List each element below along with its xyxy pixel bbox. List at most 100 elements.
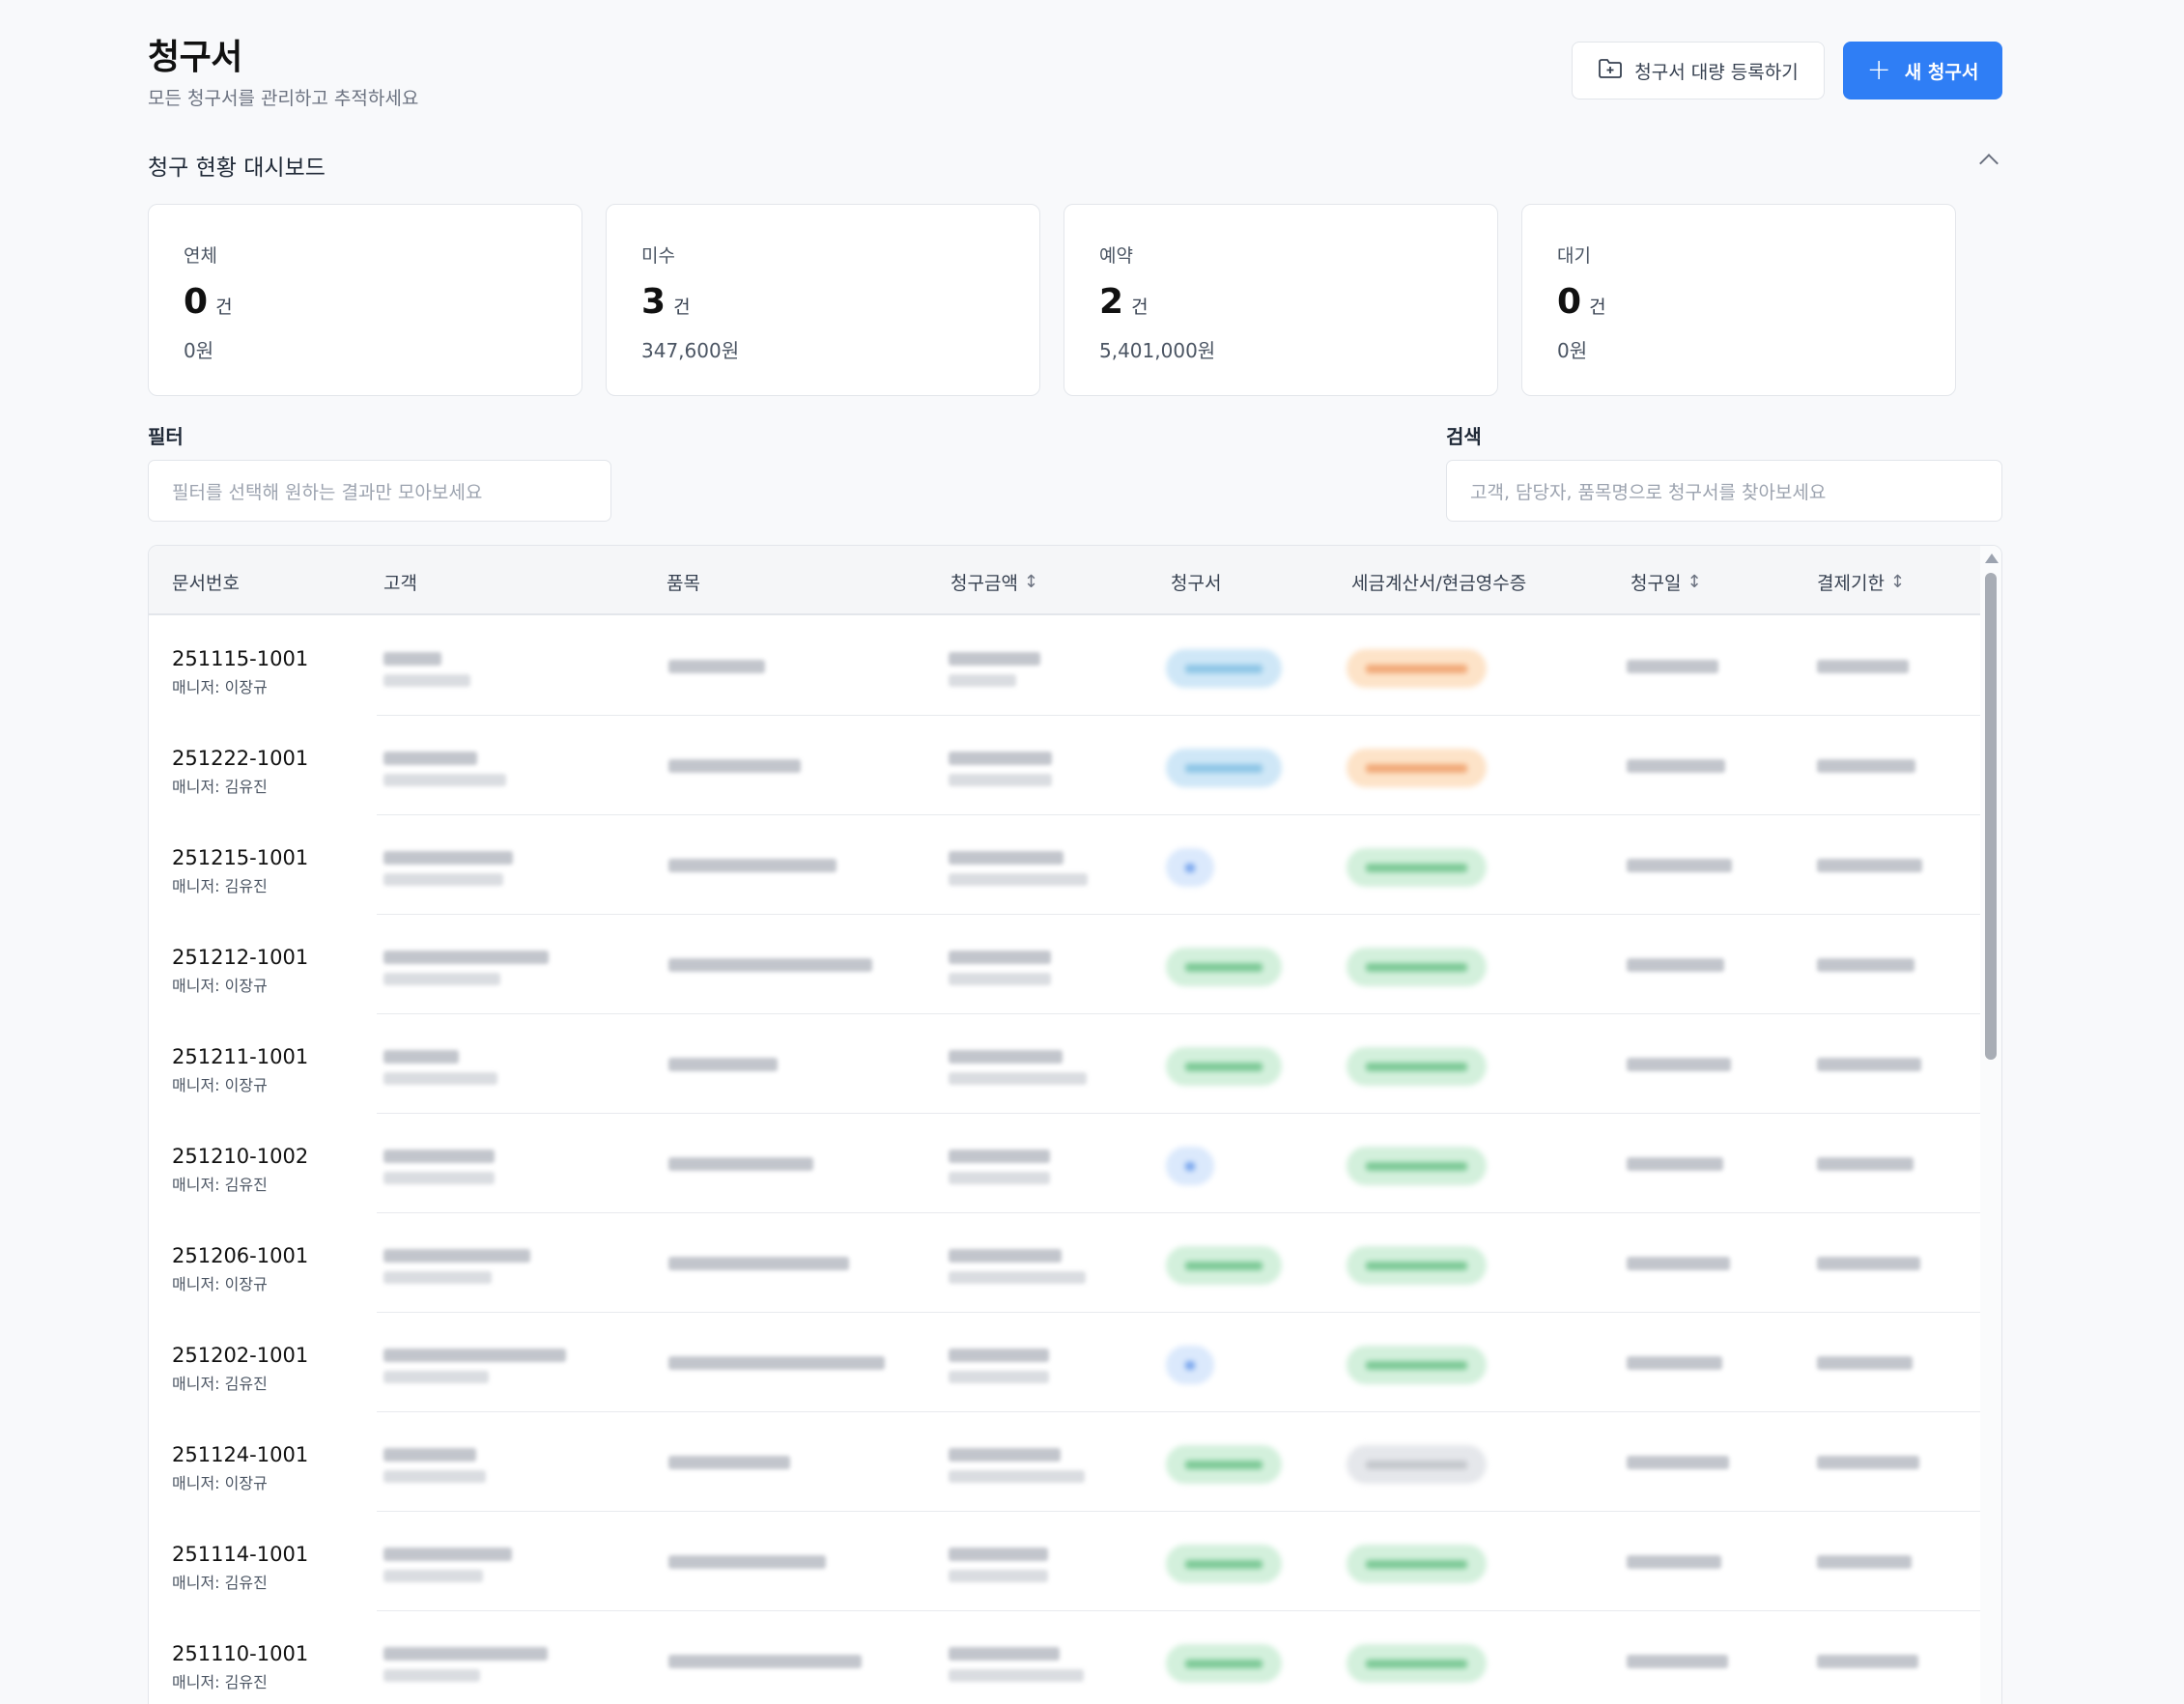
item-name bbox=[668, 1058, 778, 1071]
tax-status-badge[interactable] bbox=[1347, 749, 1487, 787]
row-divider bbox=[377, 714, 1980, 716]
invoice-status-badge[interactable] bbox=[1166, 1147, 1214, 1185]
manager-name: 매니저: 김유진 bbox=[172, 1673, 268, 1691]
amount-value bbox=[949, 752, 1052, 765]
table-header: 문서번호 고객 품목 청구금액 ↕ 청구서 세금계산서/현금영수증 청구일 ↕ 결제… bbox=[149, 546, 1980, 615]
tax-status-badge[interactable] bbox=[1347, 1445, 1487, 1484]
table-scrollbar[interactable] bbox=[1980, 546, 2001, 1704]
tax-status-badge[interactable] bbox=[1347, 1047, 1487, 1086]
table-row[interactable]: 251110-1001 매니저: 김유진 bbox=[149, 1611, 1980, 1704]
invoice-status-badge[interactable] bbox=[1166, 1246, 1282, 1285]
table-row[interactable]: 251210-1002 매니저: 김유진 bbox=[149, 1114, 1980, 1213]
customer-contact bbox=[383, 1172, 495, 1184]
item-name bbox=[668, 1456, 790, 1469]
table-row[interactable]: 251212-1001 매니저: 이장규 bbox=[149, 915, 1980, 1014]
table-row[interactable]: 251211-1001 매니저: 이장규 bbox=[149, 1014, 1980, 1114]
customer-name bbox=[383, 1050, 459, 1064]
card-amount: 5,401,000원 bbox=[1099, 339, 1216, 362]
row-divider bbox=[377, 1510, 1980, 1512]
invoice-date bbox=[1627, 1257, 1730, 1270]
table-row[interactable]: 251114-1001 매니저: 김유진 bbox=[149, 1512, 1980, 1611]
new-invoice-button[interactable]: + 새 청구서 bbox=[1843, 42, 2002, 99]
invoice-status-badge[interactable] bbox=[1166, 1445, 1282, 1484]
invoice-status-badge[interactable] bbox=[1166, 1644, 1282, 1683]
doc-number: 251222-1001 bbox=[172, 747, 309, 770]
amount-detail bbox=[949, 1470, 1085, 1483]
table-row[interactable]: 251215-1001 매니저: 김유진 bbox=[149, 815, 1980, 915]
amount-detail bbox=[949, 1570, 1048, 1582]
card-amount: 0원 bbox=[184, 339, 214, 362]
due-date bbox=[1817, 1655, 1918, 1668]
doc-number: 251124-1001 bbox=[172, 1443, 309, 1466]
new-invoice-label: 새 청구서 bbox=[1904, 61, 1979, 83]
col-amount[interactable]: 청구금액 ↕ bbox=[950, 571, 1039, 594]
doc-number: 251206-1001 bbox=[172, 1244, 309, 1267]
invoice-date bbox=[1627, 859, 1732, 872]
customer-contact bbox=[383, 1669, 480, 1682]
col-item[interactable]: 품목 bbox=[667, 573, 700, 594]
col-invoice-date[interactable]: 청구일 ↕ bbox=[1631, 571, 1702, 594]
col-due-date[interactable]: 결제기한 ↕ bbox=[1817, 571, 1906, 594]
tax-status-badge[interactable] bbox=[1347, 948, 1487, 986]
amount-value bbox=[949, 1349, 1049, 1362]
col-invoice[interactable]: 청구서 bbox=[1171, 573, 1222, 594]
col-tax-receipt[interactable]: 세금계산서/현금영수증 bbox=[1351, 573, 1527, 594]
item-name bbox=[668, 958, 872, 972]
card-unit: 건 bbox=[1589, 297, 1606, 318]
amount-detail bbox=[949, 1172, 1050, 1184]
scroll-up-icon[interactable] bbox=[1985, 554, 1999, 563]
manager-name: 매니저: 김유진 bbox=[172, 1375, 268, 1393]
invoice-status-badge[interactable] bbox=[1166, 749, 1282, 787]
invoice-status-badge[interactable] bbox=[1166, 1047, 1282, 1086]
item-name bbox=[668, 1356, 885, 1370]
table-row[interactable]: 251202-1001 매니저: 김유진 bbox=[149, 1313, 1980, 1412]
doc-number: 251215-1001 bbox=[172, 846, 309, 869]
tax-status-badge[interactable] bbox=[1347, 649, 1487, 688]
manager-name: 매니저: 이장규 bbox=[172, 1275, 268, 1293]
invoice-date bbox=[1627, 1058, 1731, 1071]
customer-name bbox=[383, 752, 477, 765]
tax-status-badge[interactable] bbox=[1347, 1246, 1487, 1285]
invoice-status-badge[interactable] bbox=[1166, 848, 1214, 887]
tax-status-badge[interactable] bbox=[1347, 1644, 1487, 1683]
due-date bbox=[1817, 1058, 1921, 1071]
invoice-status-badge[interactable] bbox=[1166, 1346, 1214, 1384]
bulk-register-button[interactable]: 청구서 대량 등록하기 bbox=[1572, 42, 1825, 99]
tax-status-badge[interactable] bbox=[1347, 1147, 1487, 1185]
invoice-status-badge[interactable] bbox=[1166, 649, 1282, 688]
sort-arrows-icon[interactable]: ↕ bbox=[1023, 571, 1039, 592]
filter-input[interactable]: 필터를 선택해 원하는 결과만 모아보세요 bbox=[148, 460, 611, 522]
customer-contact bbox=[383, 1570, 483, 1582]
amount-value bbox=[949, 1448, 1061, 1462]
doc-number: 251212-1001 bbox=[172, 946, 309, 969]
invoice-status-badge[interactable] bbox=[1166, 948, 1282, 986]
due-date bbox=[1817, 1456, 1919, 1469]
tax-status-badge[interactable] bbox=[1347, 1545, 1487, 1583]
table-row[interactable]: 251115-1001 매니저: 이장규 bbox=[149, 616, 1980, 716]
tax-status-badge[interactable] bbox=[1347, 1346, 1487, 1384]
invoice-date bbox=[1627, 1157, 1723, 1171]
col-customer[interactable]: 고객 bbox=[383, 573, 417, 594]
customer-contact bbox=[383, 774, 506, 786]
due-date bbox=[1817, 1356, 1913, 1370]
table-row[interactable]: 251222-1001 매니저: 김유진 bbox=[149, 716, 1980, 815]
card-count: 2 bbox=[1099, 282, 1124, 322]
customer-contact bbox=[383, 1371, 489, 1383]
table-row[interactable]: 251124-1001 매니저: 이장규 bbox=[149, 1412, 1980, 1512]
sort-arrows-icon[interactable]: ↕ bbox=[1687, 571, 1702, 592]
amount-value bbox=[949, 1249, 1062, 1263]
chevron-up-icon[interactable] bbox=[1979, 154, 1999, 173]
sort-arrows-icon[interactable]: ↕ bbox=[1889, 571, 1906, 592]
table-row[interactable]: 251206-1001 매니저: 이장규 bbox=[149, 1213, 1980, 1313]
invoice-status-badge[interactable] bbox=[1166, 1545, 1282, 1583]
col-doc-no[interactable]: 문서번호 bbox=[172, 573, 240, 594]
manager-name: 매니저: 김유진 bbox=[172, 1176, 268, 1194]
scroll-thumb[interactable] bbox=[1985, 573, 1997, 1060]
search-input[interactable]: 고객, 담당자, 품목명으로 청구서를 찾아보세요 bbox=[1446, 460, 2002, 522]
tax-status-badge[interactable] bbox=[1347, 848, 1487, 887]
